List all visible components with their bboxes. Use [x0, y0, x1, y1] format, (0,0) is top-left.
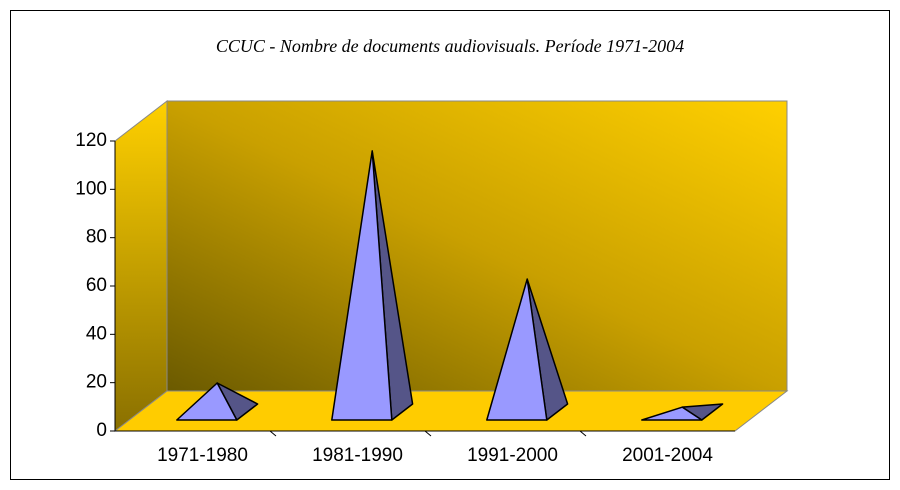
- y-tick-label: 20: [86, 372, 107, 393]
- y-tick-label: 80: [86, 227, 107, 248]
- pyramid: [486, 278, 569, 421]
- x-tick-label: 1981-1990: [312, 445, 403, 466]
- chart-title: CCUC - Nombre de documents audiovisuals.…: [216, 36, 684, 56]
- y-tick-label: 40: [86, 323, 107, 344]
- side-wall: [114, 99, 168, 433]
- x-tick: [424, 430, 432, 437]
- pyramid: [176, 382, 259, 421]
- y-tick-label: 120: [75, 130, 107, 151]
- pyramid: [331, 150, 414, 421]
- x-tick-label: 1991-2000: [467, 445, 558, 466]
- y-tick-label: 100: [75, 178, 107, 199]
- x-tick-label: 2001-2004: [622, 445, 713, 466]
- pyramid-front: [641, 406, 703, 421]
- x-tick: [579, 430, 587, 437]
- y-tick-label: 60: [86, 275, 107, 296]
- pyramid-front: [176, 382, 238, 421]
- pyramid-front: [486, 278, 548, 421]
- x-tick-label: 1971-1980: [157, 445, 248, 466]
- x-tick: [269, 430, 277, 437]
- pyramid: [641, 403, 724, 421]
- pyramid-front: [331, 150, 393, 421]
- y-tick-label: 0: [96, 420, 107, 441]
- back-wall: [166, 100, 788, 392]
